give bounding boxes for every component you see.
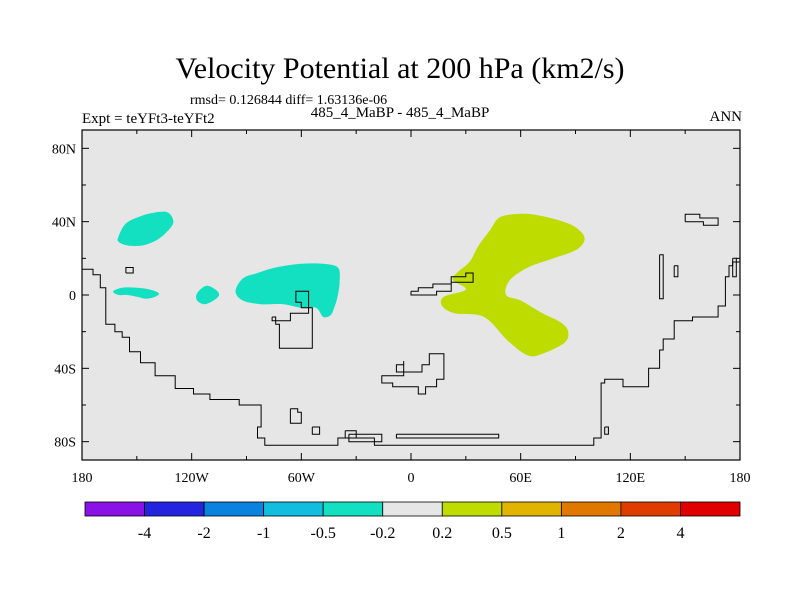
coastline-11 [659, 254, 664, 300]
x-tick-label: 0 [408, 471, 415, 486]
colorbar-box [263, 501, 324, 517]
colorbar-box [501, 501, 562, 517]
x-tick-label: 120W [175, 471, 210, 486]
region-neg-northpacific [117, 211, 174, 247]
colorbar-box [560, 501, 622, 517]
region-neg-eqpacific-west [113, 287, 159, 299]
y-tick-label: 80S [54, 436, 76, 451]
coastline-2 [271, 290, 313, 349]
y-tick-label: 0 [69, 289, 76, 304]
coastline-7 [381, 353, 445, 395]
chart-title: Velocity Potential at 200 hPa (km2/s) [175, 52, 625, 85]
region-neg-eqpacific-east [196, 285, 220, 305]
case-subtitle: 485_4_MaBP - 485_4_MaBP [310, 105, 490, 121]
colorbar-label: 4 [676, 525, 684, 542]
colorbar-label: -2 [197, 525, 210, 542]
stats-label: rmsd= 0.126844 diff= 1.63136e-06 [190, 93, 388, 108]
colorbar-label: -0.2 [370, 525, 395, 542]
region-pos-indianocean [440, 213, 585, 357]
colorbar-label: 2 [617, 525, 625, 542]
colorbar-box [680, 501, 741, 517]
x-tick-label: 60W [288, 471, 316, 486]
coastline-12 [673, 265, 679, 278]
coastline-14 [604, 426, 609, 435]
coastline-6 [344, 430, 357, 439]
colorbar-label: 1 [557, 525, 565, 542]
colorbar-label: -1 [257, 525, 270, 542]
coastline-3 [410, 272, 474, 296]
y-tick-label: 80N [52, 142, 76, 157]
coastline-10 [684, 213, 719, 226]
colorbar-box [322, 501, 384, 517]
colorbar-box [144, 501, 205, 517]
coastline-4 [289, 408, 302, 424]
region-neg-americas [235, 263, 340, 318]
coastline-13 [732, 257, 737, 278]
coastline-0 [82, 261, 740, 446]
coastline-1 [125, 267, 134, 274]
colorbar-label: -4 [138, 525, 151, 542]
colorbar-box [84, 501, 145, 517]
coastline-9 [395, 433, 500, 439]
colorbar-label: -0.5 [311, 525, 336, 542]
y-tick-label: 40S [54, 362, 76, 377]
x-tick-label: 180 [730, 471, 751, 486]
coastline-8 [348, 433, 383, 443]
x-tick-label: 180 [72, 471, 93, 486]
coastline-5 [311, 426, 321, 435]
y-tick-label: 40N [52, 216, 76, 231]
colorbar-box [620, 501, 681, 517]
colorbar-label: 0.2 [432, 525, 452, 542]
x-tick-label: 60E [509, 471, 532, 486]
x-tick-label: 120E [616, 471, 646, 486]
season-label: ANN [709, 109, 743, 125]
colorbar-label: 0.5 [492, 525, 512, 542]
colorbar-box [382, 501, 443, 517]
colorbar-box [203, 501, 265, 517]
colorbar-box [441, 501, 503, 517]
experiment-label: Expt = teYFt3-teYFt2 [82, 111, 215, 127]
